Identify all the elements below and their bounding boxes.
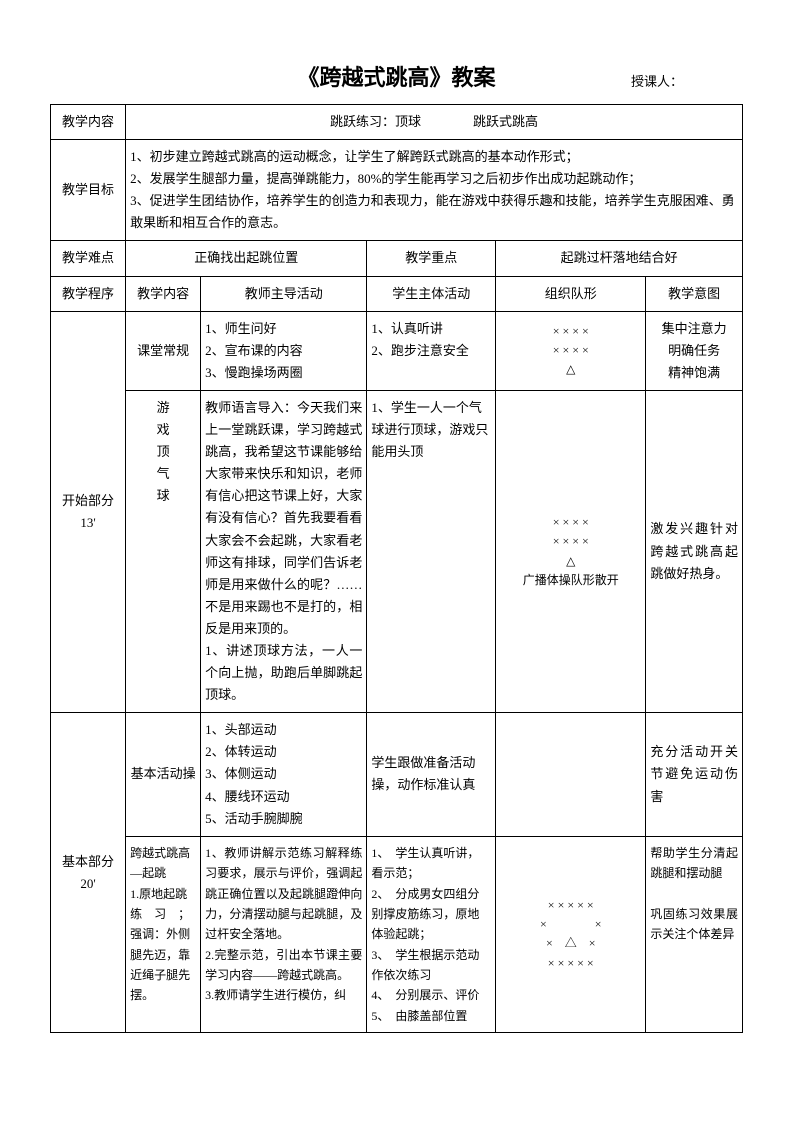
label-teach-content: 教学内容 (51, 105, 126, 140)
basic-r2-formation: × × × × × × × × △ × × × × × × (496, 836, 646, 1033)
table-row: 教学目标 1、初步建立跨越式跳高的运动概念，让学生了解跨跃式跳高的基本动作形式；… (51, 140, 743, 241)
goal-line: 1、初步建立跨越式跳高的运动概念，让学生了解跨跃式跳高的基本动作形式； (130, 146, 738, 168)
value-keypoint: 起跳过杆落地结合好 (496, 241, 743, 276)
basic-r1-formation (496, 713, 646, 836)
basic-part-label: 基本部分 20' (51, 713, 126, 1033)
col-program: 教学程序 (51, 276, 126, 311)
col-content: 教学内容 (126, 276, 201, 311)
value-teach-content: 跳跃练习：顶球 跳跃式跳高 (126, 105, 743, 140)
col-intent: 教学意图 (646, 276, 743, 311)
label-difficulty: 教学难点 (51, 241, 126, 276)
start-r2-teacher: 教师语言导入：今天我们来上一堂跳跃课，学习跨越式跳高，我希望这节课能够给大家带来… (201, 390, 367, 712)
basic-r1-student: 学生跟做准备活动操，动作标准认真 (367, 713, 496, 836)
start-r1-student: 1、认真听讲 2、跑步注意安全 (367, 311, 496, 390)
col-formation: 组织队形 (496, 276, 646, 311)
start-r1-formation: × × × × × × × × △ (496, 311, 646, 390)
basic-r1-teacher: 1、头部运动 2、体转运动 3、体侧运动 4、腰线环运动 5、活动手腕脚腕 (201, 713, 367, 836)
instructor-label: 授课人： (631, 71, 683, 90)
table-row: 教学内容 跳跃练习：顶球 跳跃式跳高 (51, 105, 743, 140)
col-student: 学生主体活动 (367, 276, 496, 311)
basic-r2-content: 跨越式跳高—起跳 1.原地起跳练 习 ；强调：外侧腿先迈，靠近绳子腿先摆。 (126, 836, 201, 1033)
goal-line: 2、发展学生腿部力量，提高弹跳能力，80%的学生能再学习之后初步作出成功起跳动作… (130, 168, 738, 190)
start-part-label: 开始部分 13' (51, 311, 126, 713)
table-header-row: 教学程序 教学内容 教师主导活动 学生主体活动 组织队形 教学意图 (51, 276, 743, 311)
start-r2-intent: 激发兴趣针对跨越式跳高起跳做好热身。 (646, 390, 743, 712)
start-r1-intent: 集中注意力 明确任务 精神饱满 (646, 311, 743, 390)
basic-r2-intent: 帮助学生分清起跳腿和摆动腿 巩固练习效果展示关注个体差异 (646, 836, 743, 1033)
page-header: 《跨越式跳高》教案 授课人： (50, 60, 743, 92)
table-row: 基本部分 20' 基本活动操 1、头部运动 2、体转运动 3、体侧运动 4、腰线… (51, 713, 743, 836)
basic-r1-content: 基本活动操 (126, 713, 201, 836)
start-r2-formation: × × × × × × × × △ 广播体操队形散开 (496, 390, 646, 712)
start-r1-teacher: 1、师生问好 2、宣布课的内容 3、慢跑操场两圈 (201, 311, 367, 390)
table-row: 跨越式跳高—起跳 1.原地起跳练 习 ；强调：外侧腿先迈，靠近绳子腿先摆。 1、… (51, 836, 743, 1033)
table-row: 教学难点 正确找出起跳位置 教学重点 起跳过杆落地结合好 (51, 241, 743, 276)
lesson-plan-table: 教学内容 跳跃练习：顶球 跳跃式跳高 教学目标 1、初步建立跨越式跳高的运动概念… (50, 104, 743, 1033)
basic-r2-student: 1、 学生认真听讲，看示范； 2、 分成男女四组分别撑皮筋练习，原地体验起跳； … (367, 836, 496, 1033)
value-teach-goal: 1、初步建立跨越式跳高的运动概念，让学生了解跨跃式跳高的基本动作形式； 2、发展… (126, 140, 743, 241)
page-title: 《跨越式跳高》教案 (297, 60, 495, 92)
start-r2-content: 游 戏 顶 气 球 (126, 390, 201, 712)
start-r1-content: 课堂常规 (126, 311, 201, 390)
goal-line: 3、促进学生团结协作，培养学生的创造力和表现力，能在游戏中获得乐趣和技能，培养学… (130, 190, 738, 234)
table-row: 开始部分 13' 课堂常规 1、师生问好 2、宣布课的内容 3、慢跑操场两圈 1… (51, 311, 743, 390)
start-r2-student: 1、学生一人一个气球进行顶球，游戏只能用头顶 (367, 390, 496, 712)
basic-r1-intent: 充分活动开关节避免运动伤害 (646, 713, 743, 836)
label-keypoint: 教学重点 (367, 241, 496, 276)
value-difficulty: 正确找出起跳位置 (126, 241, 367, 276)
table-row: 游 戏 顶 气 球 教师语言导入：今天我们来上一堂跳跃课，学习跨越式跳高，我希望… (51, 390, 743, 712)
basic-r2-teacher: 1、教师讲解示范练习解释练习要求，展示与评价，强调起跳正确位置以及起跳腿蹬伸向力… (201, 836, 367, 1033)
col-teacher: 教师主导活动 (201, 276, 367, 311)
label-teach-goal: 教学目标 (51, 140, 126, 241)
